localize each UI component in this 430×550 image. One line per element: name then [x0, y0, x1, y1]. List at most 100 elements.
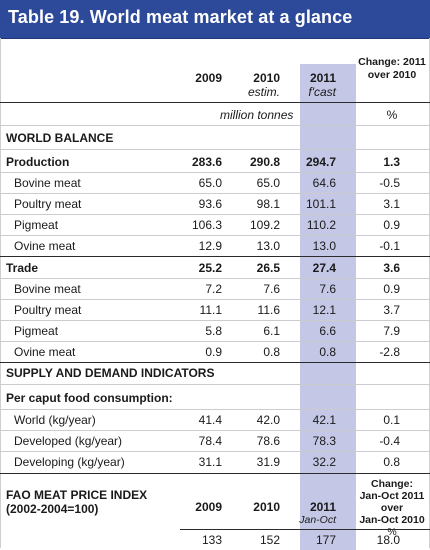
value-2010: 290.8: [249, 155, 280, 169]
price-col-2011-sub: Jan-Oct: [299, 514, 336, 526]
row-label: Pigmeat: [14, 324, 59, 338]
price-change-header-line4: Jan-Oct 2010: [359, 514, 425, 526]
price-col-2009: 2009: [195, 500, 222, 514]
value-change: 0.8: [383, 455, 400, 469]
price-index-base: (2002-2004=100): [6, 502, 99, 516]
value-2010: 65.0: [256, 176, 280, 190]
price-value-2011: 177: [315, 533, 336, 547]
row-label: Poultry meat: [14, 303, 82, 317]
col-header-2010-sub: estim.: [247, 85, 280, 99]
row-rule: [0, 409, 430, 410]
value-2011: 12.1: [312, 303, 336, 317]
row-rule: [0, 214, 430, 215]
price-value-2009: 133: [201, 533, 222, 547]
unit-million-tonnes: million tonnes: [220, 108, 294, 122]
value-change: -2.8: [379, 345, 400, 359]
value-2009: 5.8: [205, 324, 222, 338]
row-rule: [0, 193, 430, 194]
row-label: Production: [6, 155, 70, 169]
value-2009: 41.4: [198, 413, 222, 427]
table-title: Table 19. World meat market at a glance: [8, 7, 353, 27]
row-rule: [0, 430, 430, 431]
value-2009: 31.1: [198, 455, 222, 469]
value-2010: 31.9: [256, 455, 280, 469]
forecast-column-highlight: [300, 64, 356, 550]
value-2011: 110.2: [306, 218, 336, 232]
value-change: 3.6: [383, 261, 400, 275]
row-label: Pigmeat: [14, 218, 59, 232]
value-2009: 93.6: [198, 197, 222, 211]
group-rule: [0, 473, 430, 474]
value-2010: 98.1: [256, 197, 280, 211]
per-caput-heading: Per caput food consumption:: [6, 391, 173, 405]
row-rule: [0, 278, 430, 279]
row-label: Developing (kg/year): [14, 455, 125, 469]
value-change: 7.9: [383, 324, 400, 338]
price-value-2010: 152: [259, 533, 280, 547]
section-supply-demand: SUPPLY AND DEMAND INDICATORS: [6, 366, 215, 380]
value-change: 0.1: [383, 413, 400, 427]
value-2009: 283.6: [191, 155, 222, 169]
price-change-header-line2: Jan-Oct 2011: [359, 490, 425, 502]
value-change: 0.9: [383, 282, 400, 296]
value-2011: 32.2: [312, 455, 336, 469]
row-label: Bovine meat: [14, 176, 81, 190]
col-header-2011: 2011: [309, 71, 336, 85]
value-change: -0.1: [379, 239, 400, 253]
value-2010: 42.0: [256, 413, 280, 427]
value-2011: 64.6: [312, 176, 336, 190]
value-2010: 0.8: [263, 345, 280, 359]
unit-percent: %: [386, 108, 398, 122]
group-rule: [0, 362, 430, 363]
value-2010: 11.6: [257, 303, 280, 317]
section-rule: [0, 384, 430, 385]
value-2009: 11.1: [199, 303, 222, 317]
price-rule: [180, 529, 430, 530]
value-2011: 42.1: [312, 413, 336, 427]
row-label: Poultry meat: [14, 197, 82, 211]
row-label: Bovine meat: [14, 282, 81, 296]
section-rule: [0, 149, 430, 150]
col-header-2010: 2010: [253, 71, 280, 85]
value-2009: 65.0: [198, 176, 222, 190]
value-2010: 78.6: [256, 434, 280, 448]
header-rule: [0, 102, 430, 103]
value-change: -0.4: [379, 434, 400, 448]
row-rule: [0, 451, 430, 452]
row-label: World (kg/year): [14, 413, 96, 427]
value-2010: 7.6: [263, 282, 280, 296]
value-2011: 6.6: [319, 324, 336, 338]
group-rule: [0, 256, 430, 257]
row-label: Developed (kg/year): [14, 434, 123, 448]
value-2011: 294.7: [305, 155, 336, 169]
value-2010: 13.0: [256, 239, 280, 253]
row-label: Trade: [6, 261, 39, 275]
value-2010: 6.1: [263, 324, 280, 338]
row-label: Ovine meat: [14, 345, 76, 359]
price-value-change: 18.0: [376, 533, 400, 547]
price-change-header-line3: over: [380, 502, 404, 514]
price-col-2010: 2010: [253, 500, 280, 514]
unit-rule: [0, 125, 430, 126]
price-change-unit: %: [387, 526, 397, 538]
price-col-2011: 2011: [309, 500, 336, 514]
price-change-header-line1: Change:: [371, 478, 413, 490]
value-change: -0.5: [379, 176, 400, 190]
value-2011: 13.0: [312, 239, 336, 253]
col-header-change-line1: Change: 2011: [358, 56, 426, 68]
row-label: Ovine meat: [14, 239, 76, 253]
value-2009: 7.2: [205, 282, 222, 296]
section-world-balance: WORLD BALANCE: [6, 131, 114, 145]
value-2010: 109.2: [249, 218, 280, 232]
value-2011: 27.4: [312, 261, 336, 275]
value-change: 3.1: [383, 197, 400, 211]
row-rule: [0, 341, 430, 342]
value-2009: 78.4: [198, 434, 222, 448]
row-rule: [0, 235, 430, 236]
col-header-2011-sub: f'cast: [308, 85, 336, 99]
value-2011: 78.3: [312, 434, 336, 448]
value-2011: 0.8: [319, 345, 336, 359]
value-2009: 0.9: [205, 345, 222, 359]
value-2009: 12.9: [198, 239, 222, 253]
row-rule: [0, 320, 430, 321]
